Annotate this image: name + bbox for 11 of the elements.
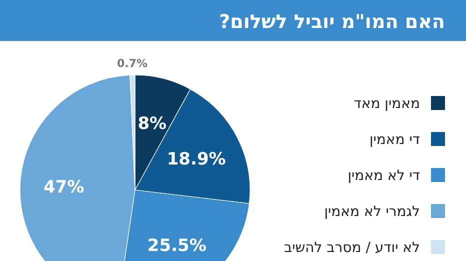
data-label: 25.5% [147,236,206,256]
data-label: 0.7% [117,57,148,70]
legend-label: די לא מאמין [348,168,420,184]
chart-title: האם המו"מ יוביל לשלום? [219,11,445,33]
legend-label: לגמרי לא מאמין [324,204,420,220]
data-label: 18.9% [166,149,226,170]
data-label: 8% [138,114,167,134]
legend-label: מאמין מאד [354,96,420,112]
legend-label: די מאמין [369,132,420,148]
legend-label: לא יודע / מסרב להשיב [284,240,420,256]
data-label: 47% [43,177,84,198]
